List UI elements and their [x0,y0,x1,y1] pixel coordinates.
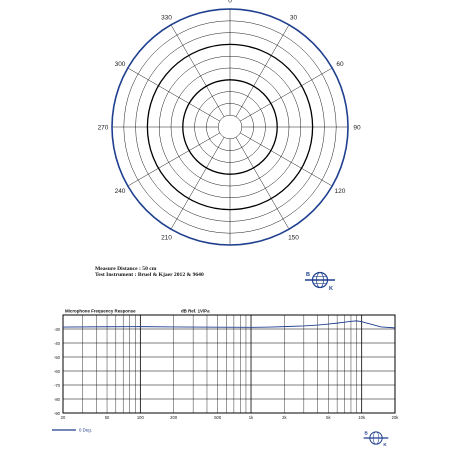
polar-spoke [127,67,220,122]
x-tick-label: 500 [214,415,222,420]
logo-letter-b: B [306,272,310,278]
polar-spoke [235,24,290,117]
polar-spoke [170,24,225,117]
chart-title: Microphone Frequency Response [65,309,136,314]
test-instrument-line: Test Instrument : Bruel & Kjaer 2012 & 9… [95,272,204,278]
polar-angle-label: 30 [290,15,298,22]
y-tick-label: -90 [54,411,61,416]
x-tick-label: 5k [326,415,331,420]
x-tick-label: 200 [170,415,178,420]
response-curve [62,320,396,329]
y-tick-label: -60 [54,369,61,374]
polar-angle-label: 0 [228,0,232,5]
polar-angle-label: 240 [115,188,126,195]
measure-distance-label: Measure Distance : [95,266,141,272]
y-tick-label: -80 [54,397,61,402]
polar-angle-label: 150 [288,234,299,241]
polar-spoke [240,67,333,122]
test-instrument-label: Test Instrument : [95,272,137,279]
x-tick-label: 50 [105,415,110,420]
polar-angle-label: 300 [115,61,126,68]
reference-label: dB Ref. 1V/Pa [181,309,210,314]
x-tick-label: 20k [392,415,400,420]
measure-distance-line: Measure Distance : 50 cm [95,266,204,272]
polar-angle-label: 60 [336,61,344,68]
x-tick-label: 2k [282,415,287,420]
y-tick-label: -30 [54,327,61,332]
polar-angle-label: 90 [353,125,361,132]
logo-letter-b: B [364,431,368,436]
y-tick-label: -50 [54,355,61,360]
y-tick-label: -40 [54,341,61,346]
test-instrument-value: Bruel & Kjaer 2012 & 9640 [137,272,204,279]
legend-label: 0 Deg. [79,428,92,433]
y-tick-label: -70 [54,383,61,388]
polar-angle-label: 330 [161,15,172,22]
polar-angle-label: 120 [335,188,346,195]
bk-logo-bottom: B K [363,431,389,447]
polar-angle-label: 210 [161,234,172,241]
polar-pattern-chart: 0306090120150180210240270300330 [98,0,361,246]
x-tick-label: 20 [61,415,66,420]
polar-spoke [170,137,225,230]
polar-spoke [235,137,290,230]
plot-frame [62,314,396,414]
measure-distance-value: 50 cm [142,266,157,272]
polar-spoke [240,132,333,187]
x-tick-label: 1k [249,415,254,420]
logo-letter-k: K [383,442,387,447]
polar-angle-label: 270 [98,125,109,132]
x-tick-label: 100 [137,415,145,420]
polar-spoke [127,132,220,187]
measurement-info: Measure Distance : 50 cm Test Instrument… [95,266,204,279]
polar-response-trace [111,8,349,246]
logo-letter-k: K [329,286,333,292]
x-tick-label: 10k [358,415,366,420]
bk-logo-top: B K [305,271,335,292]
